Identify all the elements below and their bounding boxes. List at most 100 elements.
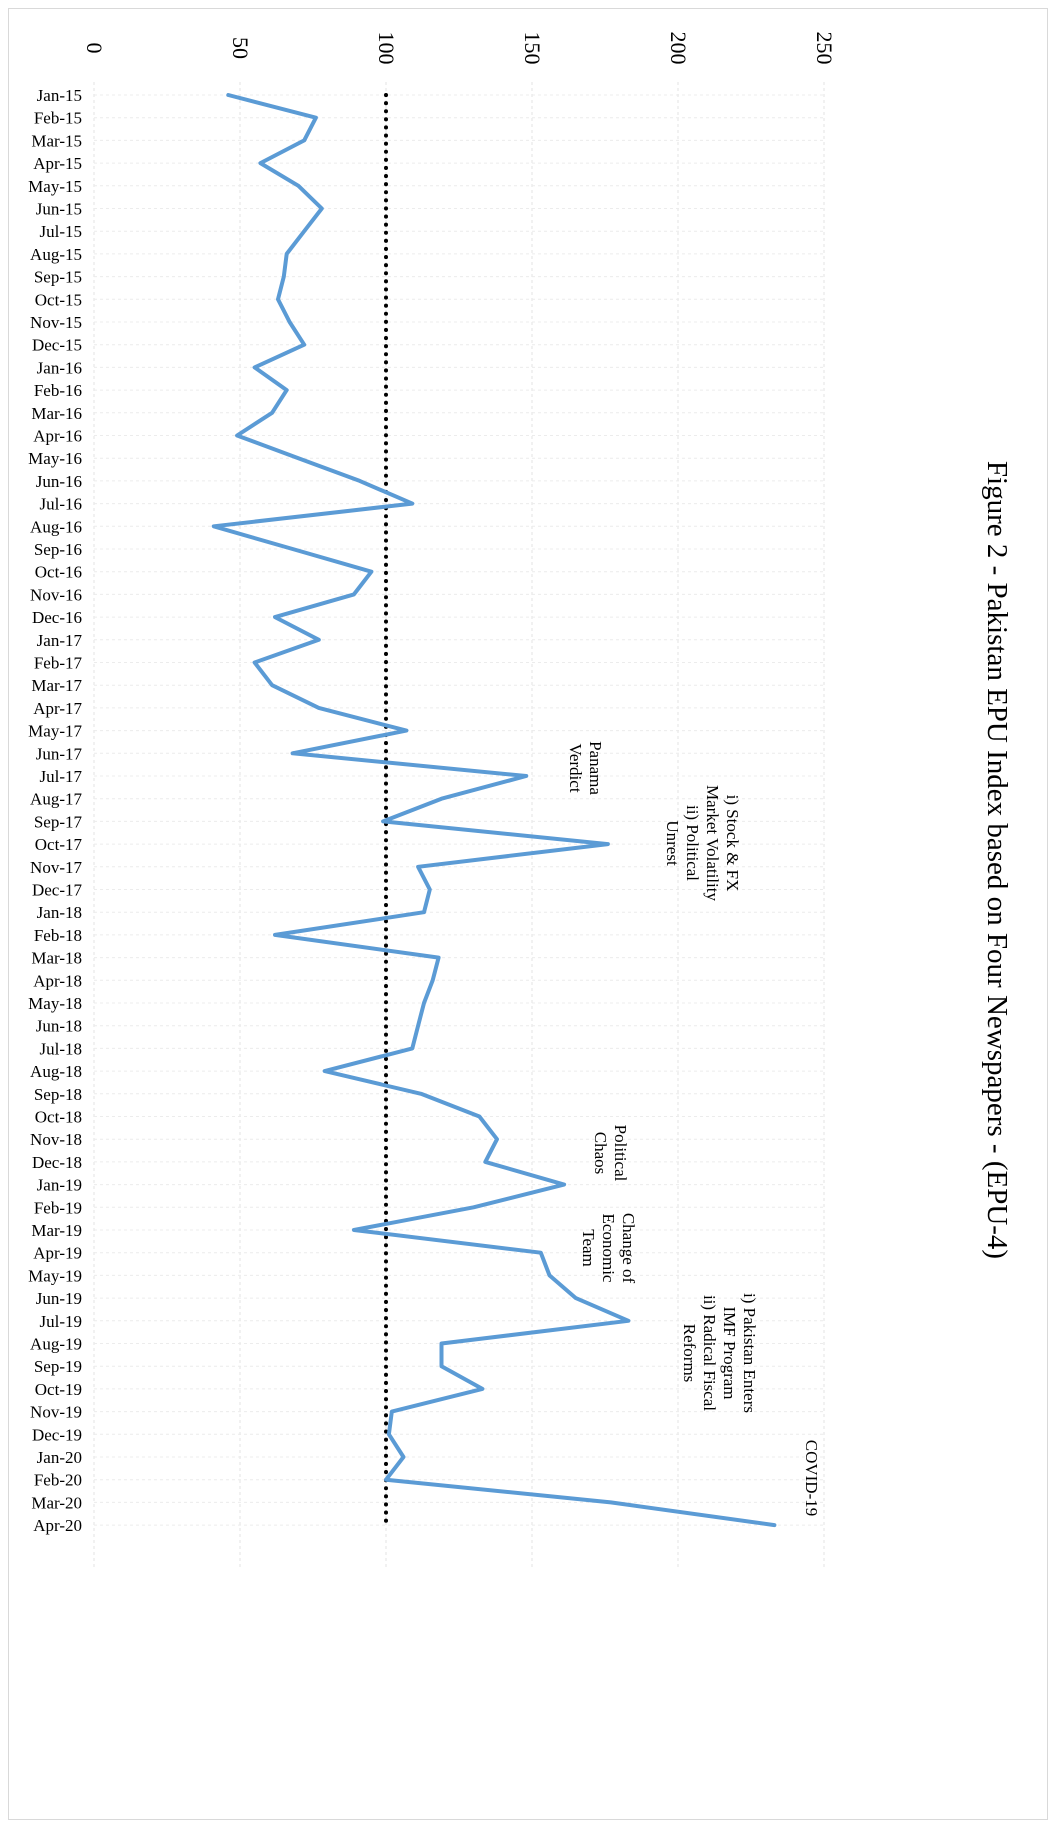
category-tick-label: Apr-19 — [33, 1244, 82, 1263]
gridlines — [93, 82, 825, 1568]
category-tick-label: Nov-18 — [30, 1130, 82, 1149]
annotation-5: COVID-19 — [802, 1440, 821, 1517]
category-tick-label: Sep-16 — [34, 540, 82, 559]
category-tick-label: Jan-16 — [37, 358, 82, 377]
category-tick-label: Dec-19 — [32, 1425, 82, 1444]
category-tick-label: Oct-19 — [35, 1380, 82, 1399]
annotation-line: ii) Radical Fiscal — [700, 1295, 719, 1411]
chart-frame — [8, 8, 1048, 1820]
category-tick-label: May-15 — [28, 177, 82, 196]
value-tick-labels: 0 50 100 150 200 250 — [82, 32, 837, 65]
value-tick-label: 50 — [228, 37, 253, 59]
annotation-line: Chaos — [591, 1132, 610, 1175]
annotation-line: Team — [579, 1229, 598, 1267]
category-tick-label: Nov-19 — [30, 1403, 82, 1422]
category-tick-label: Oct-17 — [35, 835, 83, 854]
category-tick-label: Sep-19 — [34, 1357, 82, 1376]
category-tick-label: Jun-17 — [36, 744, 83, 763]
category-tick-label: Mar-16 — [31, 404, 82, 423]
category-tick-label: Feb-19 — [34, 1198, 82, 1217]
category-tick-label: Jun-19 — [36, 1289, 82, 1308]
annotation-line: Economic — [599, 1214, 618, 1283]
value-tick-label: 100 — [374, 32, 399, 65]
category-tick-label: Nov-17 — [30, 858, 82, 877]
annotation-line: Political — [611, 1125, 630, 1182]
category-tick-label: May-19 — [28, 1266, 82, 1285]
category-tick-label: Mar-19 — [31, 1221, 82, 1240]
value-tick-label: 200 — [666, 32, 691, 65]
category-tick-label: Aug-17 — [30, 790, 82, 809]
category-tick-label: Feb-18 — [34, 926, 82, 945]
category-tick-label: Sep-17 — [34, 812, 83, 831]
category-tick-label: May-18 — [28, 994, 82, 1013]
category-tick-label: Aug-19 — [30, 1335, 82, 1354]
category-tick-label: Mar-18 — [31, 949, 82, 968]
annotation-line: i) Pakistan Enters — [740, 1293, 759, 1413]
value-tick-label: 0 — [82, 43, 107, 54]
category-tick-label: Jun-15 — [36, 200, 82, 219]
category-tick-label: Mar-15 — [31, 131, 82, 150]
value-tick-label: 250 — [812, 32, 837, 65]
category-tick-label: Jan-20 — [37, 1448, 82, 1467]
category-tick-label: May-16 — [28, 449, 82, 468]
category-tick-label: Sep-15 — [34, 268, 82, 287]
chart-title: Figure 2 - Pakistan EPU Index based on F… — [981, 461, 1013, 1259]
annotation-line: Reforms — [680, 1324, 699, 1383]
annotation-line: Verdict — [566, 743, 585, 792]
category-tick-label: Apr-15 — [33, 154, 82, 173]
category-tick-label: Apr-18 — [33, 971, 82, 990]
category-tick-label: Oct-15 — [35, 290, 82, 309]
category-tick-label: Jan-15 — [37, 86, 82, 105]
annotation-line: IMF Program — [720, 1306, 739, 1399]
category-tick-label: Jan-19 — [37, 1176, 82, 1195]
category-tick-label: Jun-18 — [36, 1017, 82, 1036]
category-tick-label: Dec-17 — [32, 881, 83, 900]
category-tick-label: Apr-20 — [33, 1516, 82, 1535]
category-tick-labels: Jan-15 Feb-15 Mar-15 Apr-15 May-15 Jun-15 Jul-… — [28, 86, 82, 1535]
category-tick-label: Nov-15 — [30, 313, 82, 332]
series-epu-4 — [211, 93, 777, 1528]
category-tick-label: Feb-16 — [34, 381, 82, 400]
category-tick-label: Jun-16 — [36, 472, 82, 491]
value-tick-label: 150 — [520, 32, 545, 65]
category-tick-label: Jan-18 — [37, 903, 82, 922]
category-tick-label: Apr-16 — [33, 427, 82, 446]
category-tick-label: Aug-15 — [30, 245, 82, 264]
category-tick-label: Oct-18 — [35, 1108, 82, 1127]
category-tick-label: Jul-19 — [40, 1312, 83, 1331]
category-tick-label: Dec-15 — [32, 336, 82, 355]
series-line-epu-4 — [211, 93, 777, 1528]
category-tick-label: Mar-20 — [31, 1493, 82, 1512]
category-tick-label: Feb-20 — [34, 1471, 82, 1490]
category-tick-label: Aug-16 — [30, 517, 82, 536]
category-tick-label: Jan-17 — [37, 631, 83, 650]
annotation-line: Change of — [619, 1213, 638, 1284]
category-tick-label: Jul-18 — [40, 1039, 83, 1058]
category-tick-label: Sep-18 — [34, 1085, 82, 1104]
category-tick-label: Oct-16 — [35, 563, 82, 582]
annotation-line: Market Volatility — [703, 785, 722, 902]
category-tick-label: Feb-15 — [34, 109, 82, 128]
annotation-line: Unrest — [663, 820, 682, 866]
category-tick-label: May-17 — [28, 722, 82, 741]
annotation-line: ii) Political — [683, 805, 702, 881]
category-tick-label: Apr-17 — [33, 699, 82, 718]
category-tick-label: Mar-17 — [31, 676, 82, 695]
category-tick-label: Nov-16 — [30, 585, 82, 604]
category-tick-label: Aug-18 — [30, 1062, 82, 1081]
category-tick-label: Dec-16 — [32, 608, 82, 627]
category-tick-label: Jul-17 — [40, 767, 83, 786]
category-tick-label: Jul-15 — [40, 222, 83, 241]
annotation-line: COVID-19 — [802, 1440, 821, 1517]
annotation-line: Panama — [586, 741, 605, 795]
annotation-line: i) Stock & FX — [723, 795, 742, 892]
category-tick-label: Dec-18 — [32, 1153, 82, 1172]
category-tick-label: Feb-17 — [34, 654, 83, 673]
